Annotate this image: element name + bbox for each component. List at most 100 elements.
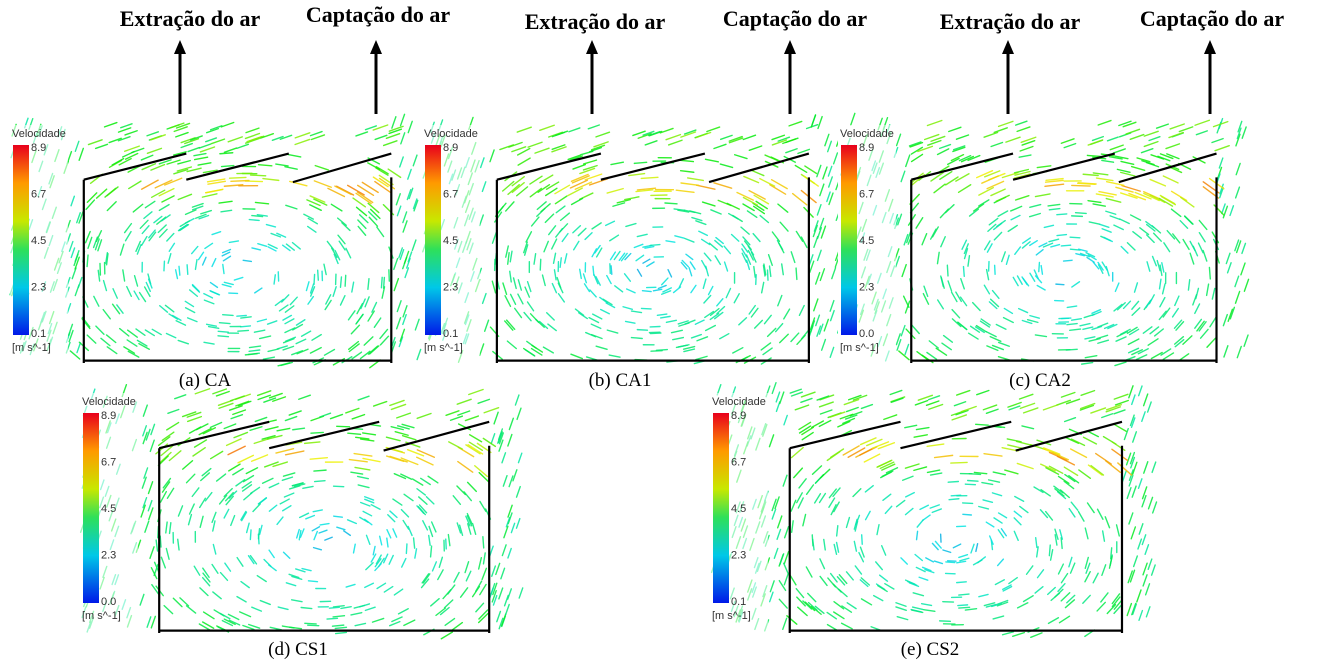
flow-vector [872,594,884,602]
flow-vector [852,394,868,401]
flow-vector [716,298,724,307]
flow-vector [240,510,247,521]
flow-vector [923,133,940,141]
flow-vector [201,467,212,477]
flow-vector [703,294,712,304]
flow-vector [955,134,970,140]
legend-unit: [m s^-1] [82,610,121,622]
flow-vector [199,587,209,597]
flow-vector [719,332,730,340]
flow-vector [77,276,83,289]
flow-vector [292,323,304,331]
flow-vector [139,219,149,230]
flow-vector [367,202,380,214]
flow-vector [199,146,216,153]
flow-vector [181,411,197,418]
flow-vector [277,606,289,611]
flow-vector [141,225,150,235]
flow-vector [1097,264,1104,274]
flow-vector [1034,193,1051,198]
flow-vector [144,200,156,209]
legend-title: Velocidade [712,396,766,408]
flow-vector [694,319,705,325]
flow-vector [383,553,389,564]
flow-vector [985,268,990,281]
flow-vector [398,336,404,348]
flow-vector [742,196,759,206]
flow-vector [1021,241,1031,249]
legend-tick: 8.9 [731,410,746,422]
flow-vector [273,274,277,285]
flow-vector [1021,425,1035,430]
flow-vector [1100,592,1109,603]
flow-vector [1086,256,1095,263]
flow-vector [782,474,788,487]
flow-vector [828,488,837,499]
flow-vector [841,605,853,613]
flow-vector [1096,508,1104,520]
flow-vector [595,247,603,258]
flow-vector [365,562,374,571]
flow-vector [1160,348,1172,356]
flow-vector [279,134,293,140]
flow-vector [793,467,804,479]
flow-vector [361,432,377,436]
flow-vector [1140,147,1154,154]
flow-vector [294,132,311,139]
flow-vector [276,516,284,526]
flow-vector [1221,203,1226,215]
flow-vector [819,575,828,587]
flow-vector [164,304,175,313]
flow-vector [267,246,277,252]
flow-vector [1029,272,1036,282]
flow-vector [1144,583,1151,596]
flow-vector [527,141,543,148]
flow-vector [478,471,490,483]
flow-vector [602,298,613,306]
flow-vector [989,298,1000,308]
flow-vector [209,421,223,429]
flow-vector [1016,275,1023,285]
flow-vector [222,255,232,262]
flow-vector [1036,569,1045,579]
flow-vector [902,475,914,481]
flow-vector [818,492,827,504]
flow-vector [1138,523,1144,535]
flow-vector [205,137,218,143]
flow-vector [710,209,722,215]
building-wall [496,152,602,181]
flow-vector [186,411,202,418]
flow-vector [918,576,929,581]
flow-vector [814,605,825,615]
flow-vector [395,317,402,330]
flow-vector [1077,248,1088,253]
flow-vector [518,587,524,599]
flow-vector [86,192,98,203]
flow-vector [1174,295,1180,307]
flow-vector [567,154,582,161]
flow-vector [1084,570,1091,583]
flow-vector [359,350,371,360]
flow-vector [1013,173,1031,179]
flow-vector [215,473,227,482]
flow-vector [404,267,410,279]
flow-vector [963,247,969,260]
flow-vector [146,131,160,137]
flow-vector [191,284,201,293]
flow-vector [964,483,977,486]
flow-vector [768,265,772,278]
flow-vector [483,319,490,332]
flow-vector [511,182,525,194]
flow-vector [263,461,279,468]
flow-vector [534,147,550,154]
flow-vector [853,540,858,552]
flow-vector [1145,161,1160,168]
flow-vector [1143,461,1149,474]
flow-vector [942,549,952,554]
flow-vector [742,134,757,141]
flow-vector [140,235,148,246]
flow-vector [340,606,352,610]
flow-vector [1149,326,1160,335]
flow-vector [900,324,906,337]
flow-vector [177,538,180,551]
